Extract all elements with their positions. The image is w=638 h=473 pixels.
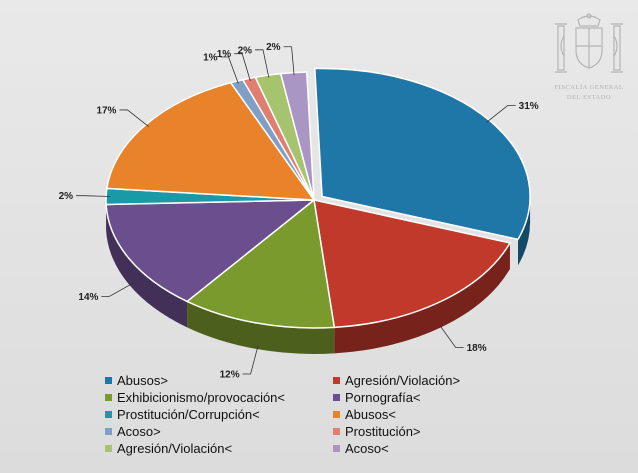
data-label: 14% — [78, 292, 98, 303]
emblem-line1: FISCALÍA GENERAL — [554, 84, 624, 91]
legend-label: Agresión/Violación< — [117, 440, 233, 456]
legend-swatch — [333, 444, 340, 452]
data-label: 1% — [217, 49, 232, 60]
legend-swatch — [333, 393, 340, 401]
pie-slice — [185, 198, 336, 329]
legend-item: Agresión/Violación< — [105, 440, 333, 456]
legend-swatch — [105, 376, 112, 384]
legend-swatch — [333, 427, 340, 435]
legend-item: Prostitución> — [333, 423, 561, 439]
legend-swatch — [105, 410, 112, 418]
label-leader-line — [76, 195, 111, 197]
data-label: 17% — [96, 105, 116, 116]
legend-label: Exhibicionismo/provocación< — [117, 389, 286, 405]
legend-item: Abusos> — [105, 372, 333, 388]
legend-item: Acoso> — [105, 423, 333, 439]
pie-slice-side — [518, 196, 531, 266]
data-label: 31% — [519, 101, 539, 112]
emblem-line2: DEL ESTADO — [566, 94, 612, 101]
legend-swatch — [105, 427, 112, 435]
label-leader-line — [242, 346, 259, 375]
pie-slice — [313, 199, 512, 329]
pie-slice-side — [106, 204, 188, 328]
legend-label: Acoso< — [345, 440, 389, 456]
legend-item: Abusos< — [333, 406, 561, 422]
data-label: 2% — [238, 45, 253, 56]
pie-slice — [314, 67, 531, 241]
label-leader-line — [119, 109, 149, 127]
label-leader-line — [234, 53, 251, 81]
legend-swatch — [105, 393, 112, 401]
pie-slice-side — [334, 242, 510, 354]
chart-legend: Abusos> Agresión/Violación> Exhibicionismo… — [105, 372, 565, 456]
pie-slice-side — [187, 301, 335, 354]
legend-label: Abusos> — [117, 372, 168, 388]
data-label: 2% — [59, 191, 74, 202]
legend-label: Agresión/Violación> — [345, 372, 461, 388]
legend-item: Acoso< — [333, 440, 561, 456]
data-label: 18% — [467, 343, 487, 354]
label-leader-line — [486, 105, 516, 123]
label-leader-line — [439, 324, 464, 348]
label-leader-line — [255, 49, 270, 78]
fiscalia-emblem: FISCALÍA GENERAL DEL ESTADO — [550, 12, 628, 107]
data-label: 2% — [266, 42, 281, 53]
label-leader-line — [101, 282, 133, 297]
legend-label: Acoso> — [117, 423, 161, 439]
legend-swatch — [333, 410, 340, 418]
legend-label: Prostitución> — [345, 423, 421, 439]
data-label: 12% — [220, 370, 240, 381]
legend-swatch — [333, 376, 340, 384]
legend-label: Abusos< — [345, 406, 396, 422]
legend-item: Agresión/Violación> — [333, 372, 561, 388]
legend-label: Prostitución/Corrupción< — [117, 406, 260, 422]
pie-slice — [105, 81, 316, 201]
pie-slice — [105, 199, 317, 303]
legend-item: Exhibicionismo/provocación< — [105, 389, 333, 405]
legend-item: Pornografía< — [333, 389, 561, 405]
legend-swatch — [105, 444, 112, 452]
label-leader-line — [220, 56, 239, 84]
legend-item: Prostitución/Corrupción< — [105, 406, 333, 422]
data-label: 1% — [203, 53, 218, 64]
label-leader-line — [283, 46, 295, 76]
legend-label: Pornografía< — [345, 389, 421, 405]
coat-of-arms-icon — [555, 13, 623, 73]
